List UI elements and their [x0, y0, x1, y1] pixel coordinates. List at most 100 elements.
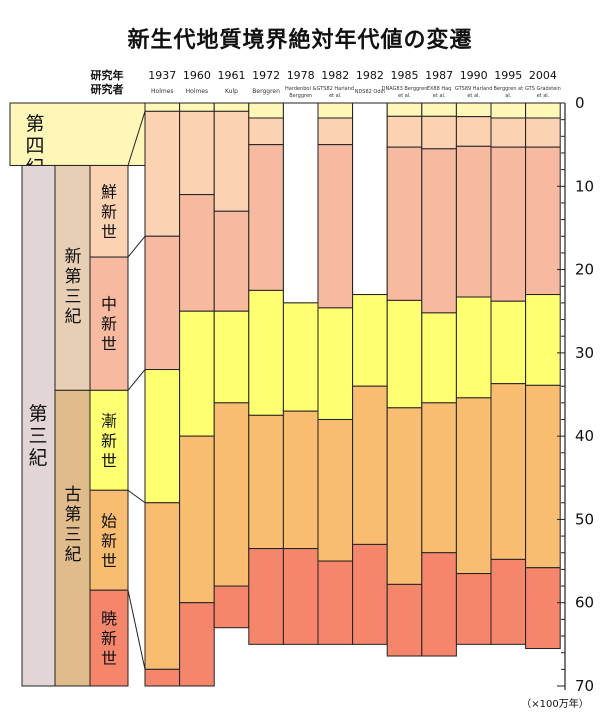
bar-segment	[317, 307, 354, 420]
bar-segment	[455, 102, 492, 118]
column-researcher: EX88 Haq	[427, 86, 452, 92]
label-pliocene: 新	[101, 202, 117, 221]
label-eocene: 始	[101, 511, 117, 530]
label-oligocene: 漸	[101, 411, 117, 430]
bar-segment	[317, 560, 354, 645]
bar-segment	[144, 102, 181, 112]
bar-segment	[213, 585, 250, 629]
label-pliocene: 鮮	[101, 182, 117, 201]
column-year: 1990	[460, 69, 488, 82]
column-researcher: GTS Gradstein	[525, 86, 561, 92]
label-neogene: 三	[65, 287, 82, 307]
column-year: 2004	[529, 69, 557, 82]
bar-segment	[317, 418, 354, 562]
bar-segment	[179, 435, 215, 604]
label-miocene: 世	[101, 335, 117, 354]
column-researcher: NDS82 Odin	[355, 89, 385, 95]
bar-segment	[213, 210, 250, 312]
bar-segment	[213, 310, 250, 404]
bar-segment	[386, 146, 423, 301]
label-tertiary: 三	[28, 425, 47, 447]
bar-segment	[144, 668, 181, 687]
y-tick-label: 30	[575, 344, 594, 362]
label-miocene: 中	[101, 295, 117, 314]
epoch-oligocene	[89, 389, 129, 491]
column-researcher: GTS82 Harland	[317, 86, 355, 92]
column-year: 1961	[218, 69, 246, 82]
column-year: 1937	[148, 69, 176, 82]
header-year-label: 研究年	[91, 68, 124, 82]
column-year: 1960	[183, 69, 211, 82]
label-paleogene: 古	[65, 485, 82, 505]
label-tertiary: 紀	[28, 447, 47, 469]
bar-segment	[282, 410, 319, 550]
column-researcher: DNAG83 Berggren	[382, 86, 428, 92]
bar-segment	[525, 294, 561, 386]
column-year: 1972	[252, 69, 280, 82]
y-tick-label: 50	[575, 510, 594, 528]
bar-segment	[421, 312, 457, 404]
bar-segment	[525, 146, 561, 296]
label-paleocene: 世	[101, 649, 117, 668]
column-year: 1982	[321, 69, 349, 82]
column-researcher: Kulp	[225, 88, 238, 95]
bar-segment	[248, 117, 284, 146]
column-researcher: Holmes	[151, 88, 174, 95]
bar-segment	[386, 115, 423, 148]
bar-segment	[352, 543, 388, 645]
bar-segment	[386, 583, 423, 657]
bar-segment	[213, 110, 250, 212]
column-year: 1987	[425, 69, 453, 82]
column-researcher: Berggren	[289, 93, 312, 99]
bar-segment	[455, 296, 492, 399]
bar-segment	[525, 102, 561, 119]
column-researcher: GTS89 Harland	[455, 86, 493, 92]
column-researcher: et al.	[433, 93, 446, 99]
epoch-eocene	[89, 489, 129, 591]
bar-segment	[525, 117, 561, 148]
bar-segment	[179, 110, 215, 196]
bar-segment	[248, 144, 284, 291]
paleogene-band	[54, 389, 91, 687]
bar-segment	[179, 602, 215, 687]
y-tick-label: 0	[575, 94, 585, 112]
label-miocene: 新	[101, 315, 117, 334]
label-paleogene: 第	[65, 505, 82, 525]
bar-segment	[352, 385, 388, 545]
column-researcher: Hardenbol &	[285, 86, 316, 92]
bar-segment	[421, 115, 457, 150]
connector-line	[127, 489, 146, 504]
bar-segment	[421, 148, 457, 314]
bar-segment	[490, 102, 527, 119]
y-tick-label: 60	[575, 594, 594, 612]
label-oligocene: 世	[101, 451, 117, 470]
column-researcher: Berggren et	[493, 86, 523, 92]
column-researcher: Holmes	[186, 88, 209, 95]
bar-segment	[490, 558, 527, 645]
bar-segment	[352, 294, 388, 387]
chart-title: 新生代地質境界絶対年代値の変遷	[127, 28, 473, 53]
bar-segment	[421, 102, 457, 117]
connector-line	[127, 235, 146, 258]
column-researcher: et al.	[537, 93, 550, 99]
bar-segment	[421, 552, 457, 657]
connector-line	[127, 369, 146, 391]
bar-segment	[455, 573, 492, 645]
bar-segment	[213, 402, 250, 587]
y-tick-label: 10	[575, 177, 594, 195]
label-paleocene: 暁	[101, 609, 117, 628]
bar-segment	[525, 384, 561, 569]
label-paleocene: 新	[101, 629, 117, 648]
column-year: 1995	[494, 69, 522, 82]
bar-segment	[144, 502, 181, 670]
bar-segment	[179, 102, 215, 112]
y-tick-label: 40	[575, 427, 594, 445]
quaternary-band	[9, 102, 146, 166]
label-eocene: 新	[101, 531, 117, 550]
unit-label: （×100万年）	[521, 697, 588, 710]
connector-line	[127, 111, 146, 166]
bar-segment	[179, 194, 215, 312]
epoch-paleocene	[89, 589, 129, 687]
header-researcher-label: 研究者	[91, 82, 124, 96]
